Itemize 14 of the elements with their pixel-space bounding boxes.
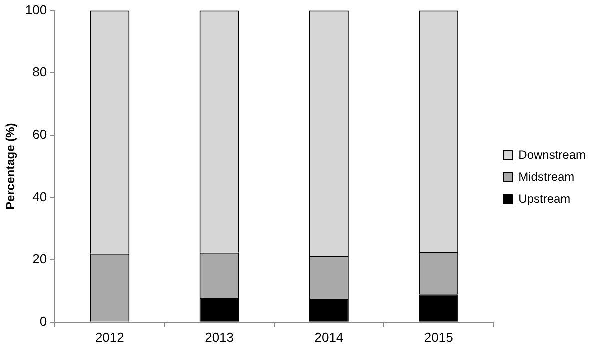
legend-label: Upstream	[518, 192, 571, 206]
x-tick-label: 2014	[314, 330, 344, 345]
legend-label: Midstream	[518, 170, 575, 184]
legend-label: Downstream	[518, 148, 586, 162]
y-axis-title: Percentage (%)	[4, 123, 18, 210]
y-tick-label: 80	[32, 64, 48, 80]
y-tick-label: 0	[40, 314, 48, 329]
x-tick-label: 2013	[205, 330, 234, 345]
y-tick-label: 60	[32, 127, 48, 142]
y-tick-label: 100	[25, 2, 48, 18]
y-tick-label: 20	[32, 252, 48, 267]
x-tick-label: 2012	[95, 330, 124, 345]
x-tick-label: 2015	[424, 330, 454, 345]
y-tick-label: 40	[32, 189, 48, 204]
